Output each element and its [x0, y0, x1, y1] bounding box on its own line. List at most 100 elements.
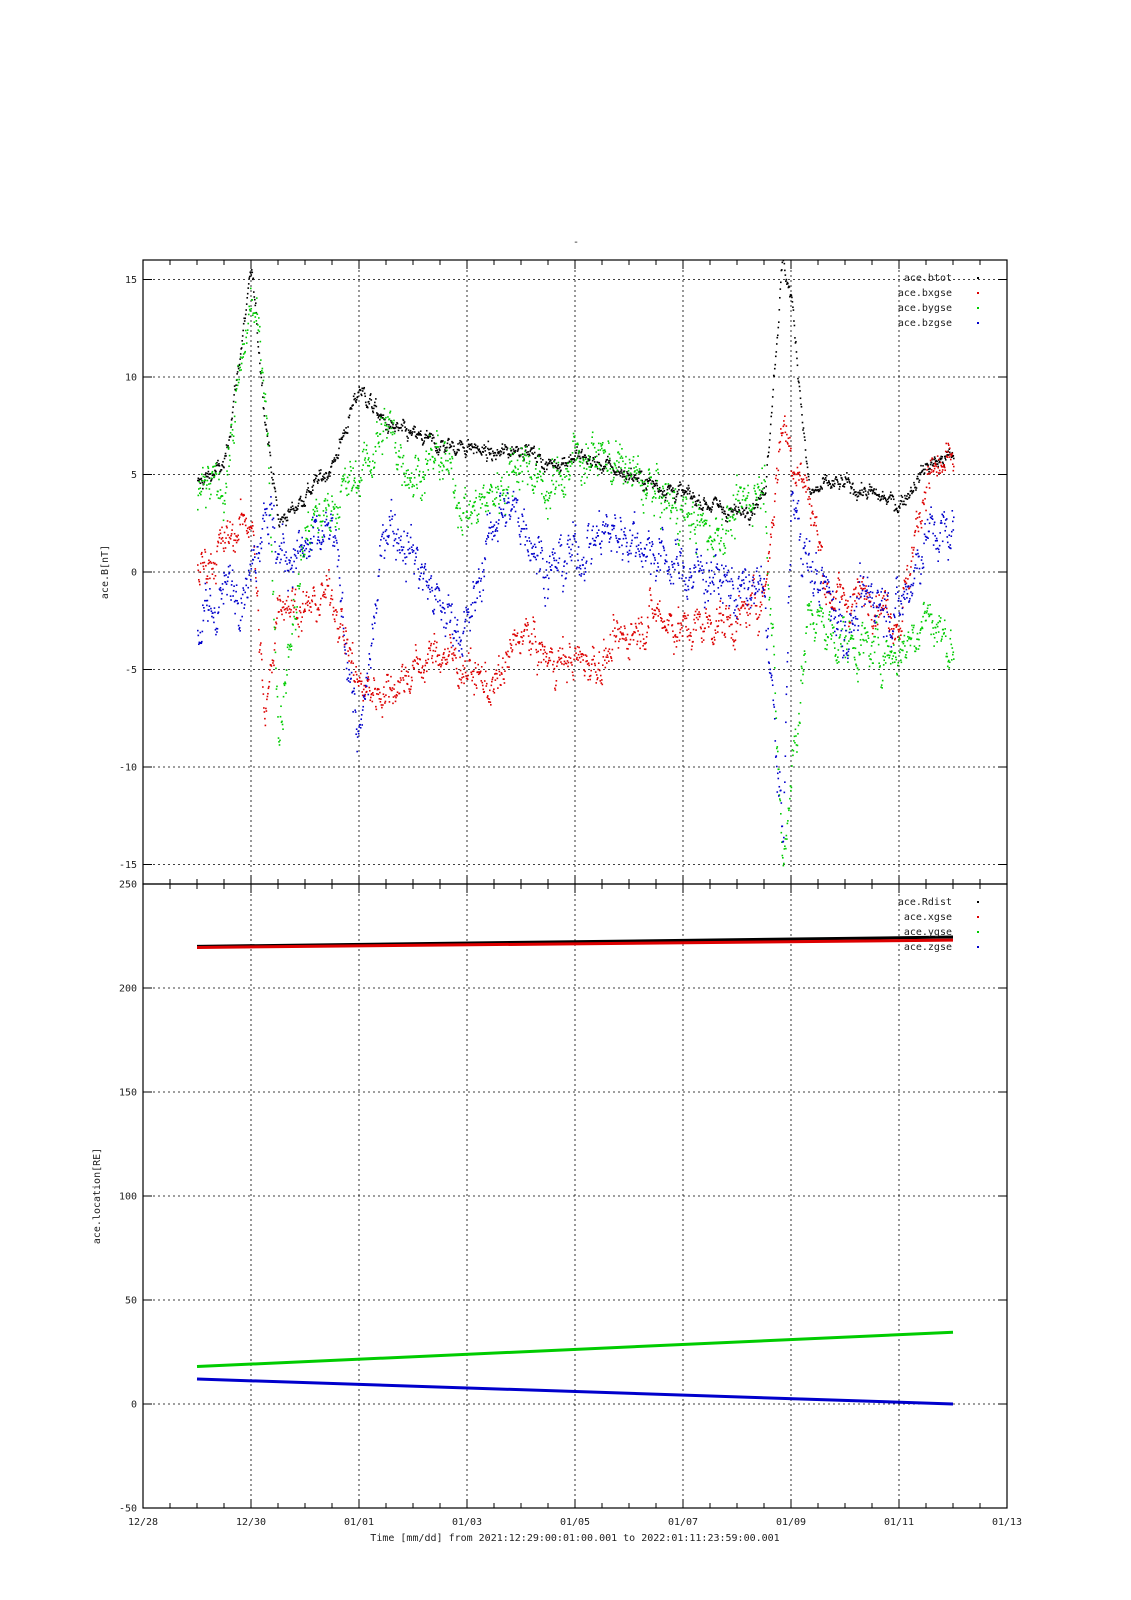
data-point [236, 539, 239, 542]
data-point [806, 462, 808, 465]
data-point [424, 474, 427, 476]
data-point [283, 541, 285, 544]
data-point [419, 481, 422, 483]
data-point [357, 732, 360, 735]
data-point [740, 607, 742, 610]
data-point [392, 431, 394, 433]
data-point [200, 562, 202, 565]
data-point [236, 536, 238, 538]
data-point [455, 453, 457, 456]
data-point [725, 515, 728, 518]
data-point [724, 632, 726, 635]
data-point [437, 446, 440, 448]
data-point [642, 512, 645, 514]
data-point [721, 524, 723, 526]
data-point [235, 384, 237, 386]
data-point [865, 585, 867, 587]
data-point [658, 610, 661, 613]
data-point [636, 463, 639, 465]
data-point [269, 514, 272, 516]
data-point [918, 513, 920, 515]
data-point [387, 680, 390, 682]
data-point [593, 655, 596, 657]
data-point [367, 400, 370, 403]
data-point [619, 475, 622, 477]
data-point [384, 422, 387, 424]
data-point [795, 340, 797, 343]
data-point [239, 498, 242, 501]
data-point [326, 499, 329, 502]
data-point [457, 443, 459, 445]
data-point [268, 681, 271, 683]
data-point [433, 643, 435, 645]
data-point [895, 508, 898, 511]
data-point [648, 468, 650, 471]
data-point [347, 426, 349, 428]
data-point [308, 541, 311, 544]
data-point [396, 549, 399, 552]
data-point [542, 496, 545, 498]
data-point [443, 652, 445, 654]
data-point [210, 610, 213, 612]
data-point [435, 646, 438, 649]
data-point [417, 457, 419, 460]
data-point [776, 478, 779, 481]
data-point [864, 490, 867, 492]
data-point [608, 660, 610, 663]
data-point [426, 436, 429, 439]
data-point [774, 692, 777, 695]
data-point [297, 635, 300, 638]
data-point [268, 514, 271, 517]
data-point [549, 659, 552, 662]
data-point [427, 436, 430, 438]
data-point [303, 549, 306, 552]
data-point [440, 441, 442, 443]
data-point [760, 490, 763, 492]
data-point [685, 617, 688, 620]
data-point [724, 510, 726, 513]
data-point [296, 617, 299, 619]
data-point [218, 463, 220, 465]
data-point [827, 484, 830, 487]
data-point [741, 507, 744, 510]
data-point [237, 624, 240, 627]
data-point [442, 653, 445, 656]
data-point [716, 504, 719, 507]
data-point [692, 492, 694, 494]
data-point [436, 430, 438, 432]
data-point [459, 443, 462, 446]
data-point [887, 497, 890, 499]
data-point [869, 653, 872, 655]
data-point [786, 433, 788, 436]
data-point [237, 602, 239, 605]
data-point [341, 624, 344, 626]
data-point [690, 648, 693, 651]
data-point [599, 680, 602, 682]
data-point [197, 479, 199, 482]
data-point [745, 504, 748, 506]
data-point [422, 476, 425, 479]
data-point [628, 643, 630, 646]
data-point [812, 623, 814, 625]
data-point [307, 487, 310, 489]
data-point [656, 479, 659, 482]
data-point [841, 477, 843, 479]
data-point [268, 482, 271, 485]
data-point [459, 517, 462, 520]
data-point [298, 529, 300, 532]
data-point [263, 707, 265, 709]
data-point [517, 641, 520, 643]
data-point [718, 606, 721, 609]
data-point [622, 482, 625, 485]
data-point [512, 453, 514, 456]
data-point [864, 488, 866, 490]
data-point [227, 540, 230, 543]
data-point [941, 471, 944, 473]
data-point [708, 507, 710, 510]
data-point [411, 431, 414, 433]
data-point [399, 444, 402, 446]
data-point [355, 398, 358, 401]
data-point [541, 459, 544, 461]
data-point [347, 677, 349, 679]
data-point [577, 452, 580, 454]
